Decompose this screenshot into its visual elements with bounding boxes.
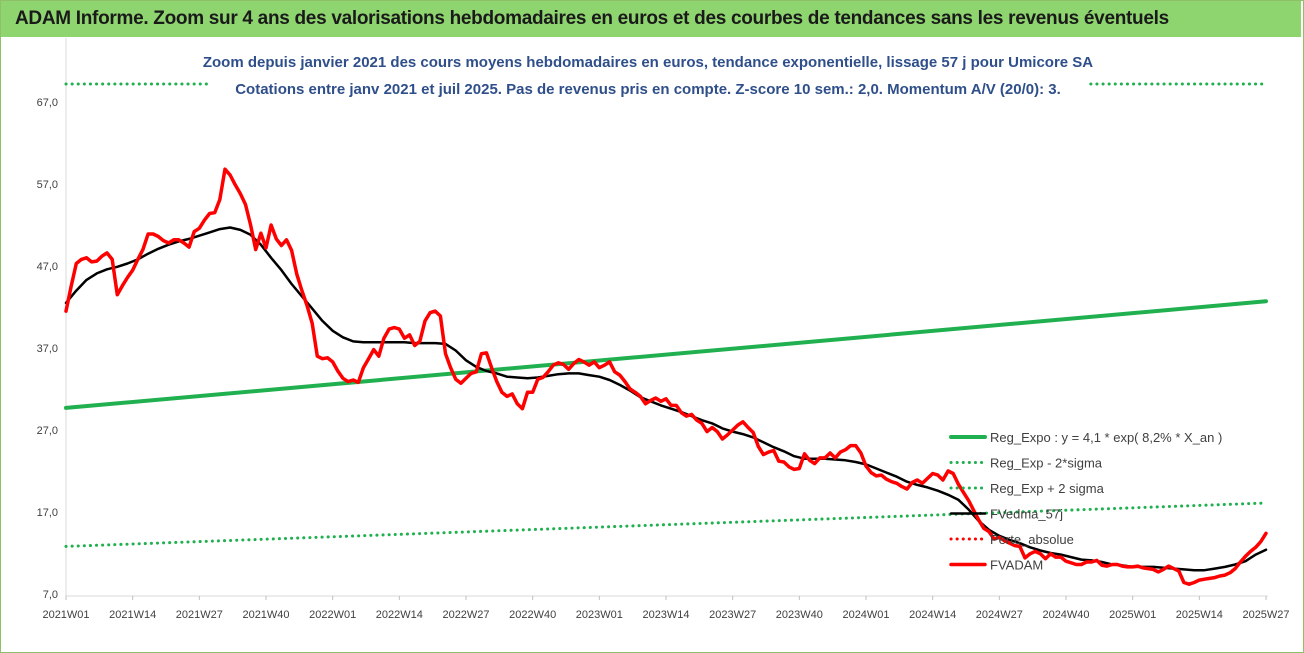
x-tick-label: 2022W01 bbox=[309, 609, 356, 621]
y-tick-label: 47,0 bbox=[37, 261, 58, 273]
y-tick-label: 57,0 bbox=[37, 179, 58, 191]
chart-subtitle-line-2: Cotations entre janv 2021 et juil 2025. … bbox=[235, 81, 1061, 98]
y-tick-label: 7,0 bbox=[43, 589, 58, 601]
legend-entry: Reg_Expo : y = 4,1 * exp( 8,2% * X_an ) bbox=[990, 430, 1222, 445]
series-line-reg-expo-y-4-1-exp-8-2-x-an bbox=[64, 299, 1268, 410]
chart-subtitle-line-1: Zoom depuis janvier 2021 des cours moyen… bbox=[203, 54, 1093, 71]
x-tick-label: 2022W14 bbox=[376, 609, 423, 621]
x-tick-label: 2024W01 bbox=[842, 609, 889, 621]
x-tick-label: 2022W40 bbox=[509, 609, 556, 621]
x-tick-label: 2021W27 bbox=[176, 609, 223, 621]
subtitle-background bbox=[208, 46, 1088, 104]
legend-entry: Reg_Exp + 2 sigma bbox=[990, 481, 1105, 496]
series-line-fvedma-57j bbox=[64, 226, 1268, 572]
x-tick-label: 2025W01 bbox=[1109, 609, 1156, 621]
y-tick-label: 27,0 bbox=[37, 425, 58, 437]
legend-entry: FVedma_57j bbox=[990, 507, 1063, 522]
series-layer bbox=[64, 82, 1268, 586]
subtitle-block: Zoom depuis janvier 2021 des cours moyen… bbox=[203, 46, 1093, 104]
x-tick-label: 2024W27 bbox=[976, 609, 1023, 621]
x-tick-label: 2023W01 bbox=[576, 609, 623, 621]
x-tick-label: 2024W40 bbox=[1042, 609, 1089, 621]
x-tick-label: 2024W14 bbox=[909, 609, 956, 621]
series-line-reg-exp-2-sigma bbox=[64, 501, 1268, 548]
x-tick-labels: 2021W01 2021W14 2021W27 2021W40 2022W01 2022W… bbox=[42, 596, 1290, 621]
legend-entry: Perte_absolue bbox=[990, 532, 1074, 547]
header-banner: ADAM Informe. Zoom sur 4 ans des valoris… bbox=[1, 1, 1301, 37]
y-tick-labels: 67,0 57,0 47,0 37,0 27,0 17,0 7,0 bbox=[37, 97, 58, 601]
x-tick-label: 2021W40 bbox=[242, 609, 289, 621]
legend-entry: FVADAM bbox=[990, 558, 1043, 573]
x-tick-label: 2022W27 bbox=[442, 609, 489, 621]
page-title: ADAM Informe. Zoom sur 4 ans des valoris… bbox=[15, 8, 1169, 29]
x-tick-label: 2021W14 bbox=[109, 609, 156, 621]
series-line-fvadam bbox=[64, 167, 1268, 586]
legend: Reg_Expo : y = 4,1 * exp( 8,2% * X_an ) R… bbox=[949, 430, 1222, 573]
y-tick-label: 67,0 bbox=[37, 97, 58, 109]
x-tick-label: 2025W27 bbox=[1242, 609, 1289, 621]
legend-entry: Reg_Exp - 2*sigma bbox=[990, 456, 1103, 471]
x-tick-label: 2025W14 bbox=[1176, 609, 1223, 621]
x-tick-label: 2023W40 bbox=[776, 609, 823, 621]
y-tick-label: 17,0 bbox=[37, 507, 58, 519]
x-tick-label: 2023W27 bbox=[709, 609, 756, 621]
x-tick-label: 2021W01 bbox=[42, 609, 89, 621]
y-tick-label: 37,0 bbox=[37, 343, 58, 355]
x-tick-label: 2023W14 bbox=[642, 609, 689, 621]
